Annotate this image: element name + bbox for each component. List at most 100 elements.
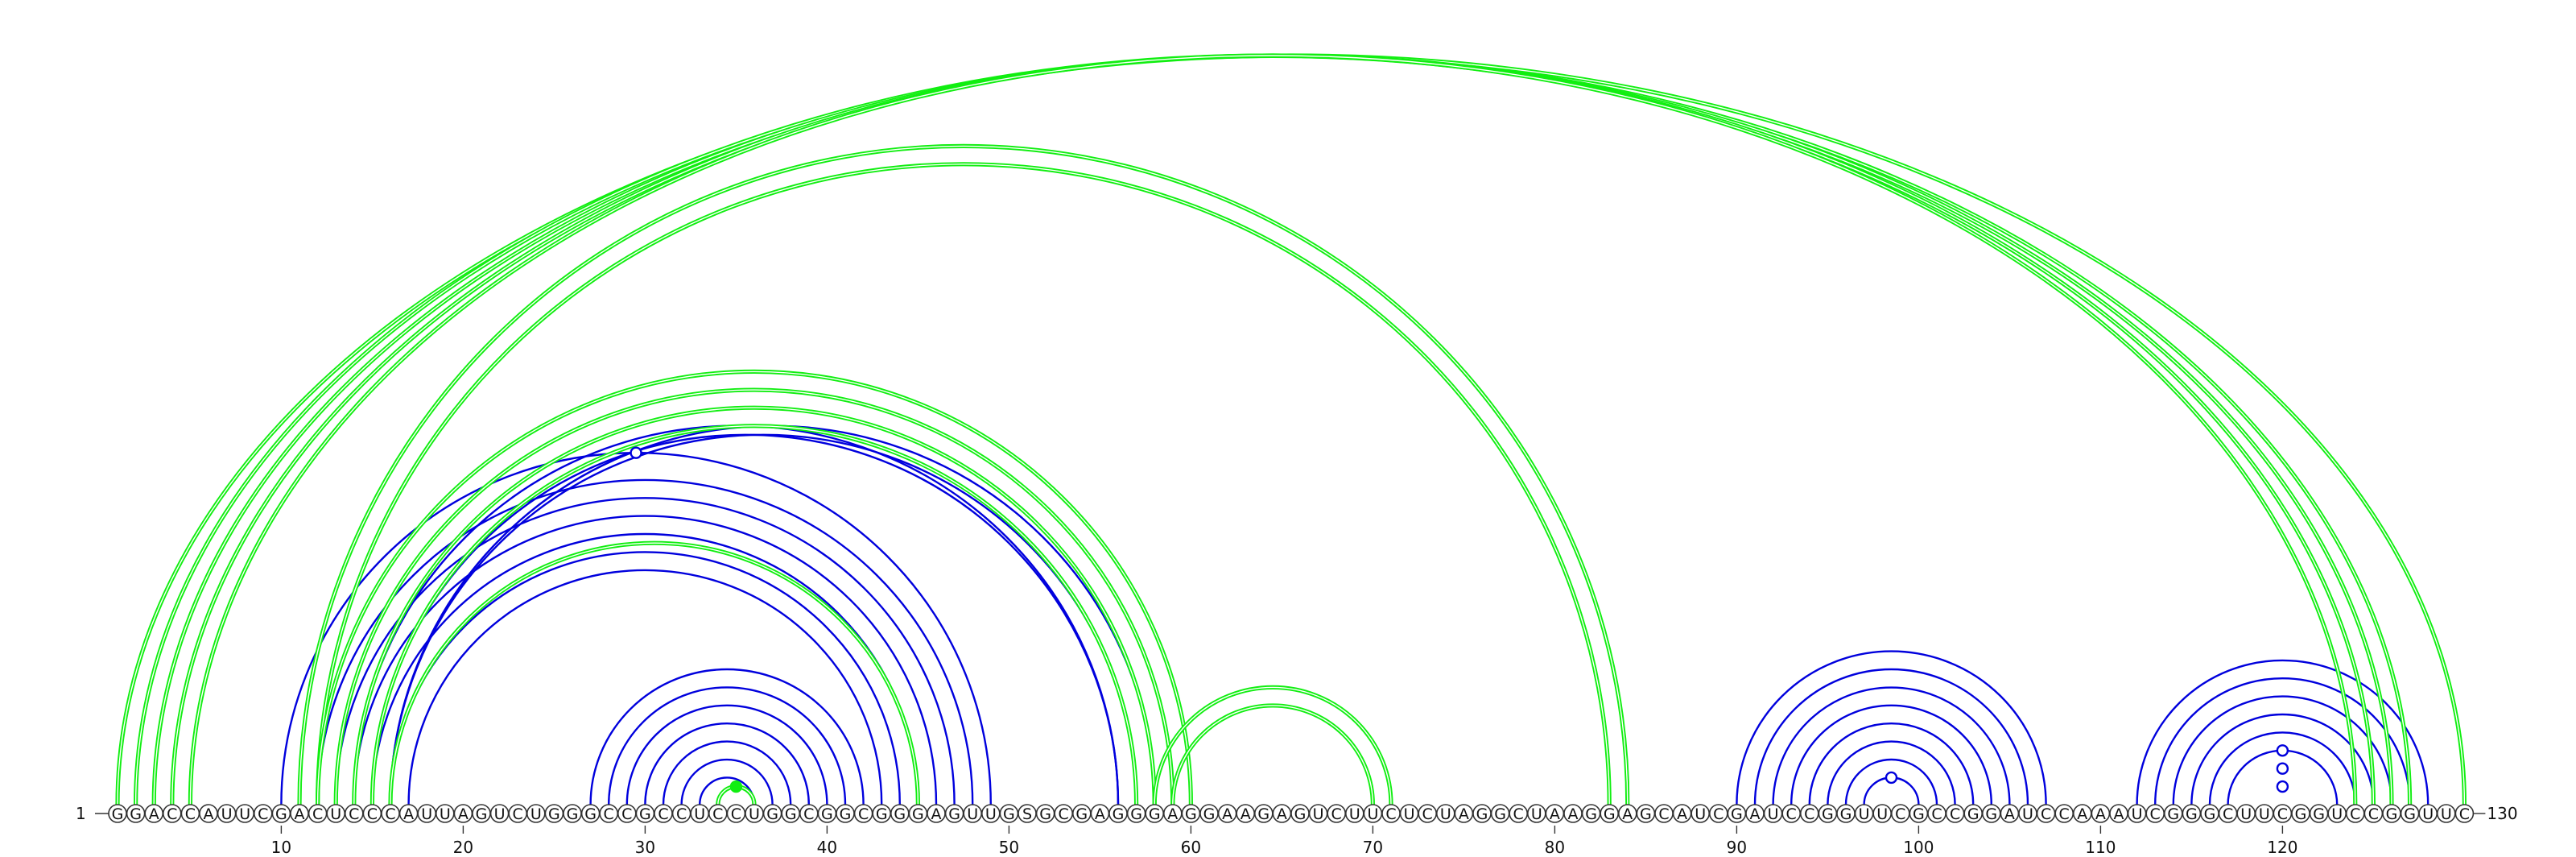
arc-marker-118-122 [2276,762,2289,775]
nucleotide-letter: C [731,805,741,823]
nucleotide-75: A [1454,804,1474,823]
nucleotide-letter: U [985,805,997,823]
nucleotide-128: U [2418,804,2438,823]
nucleotide-78: C [1509,804,1528,823]
nucleotide-letter: C [621,805,632,823]
nucleotide-2: G [126,804,146,823]
blue-arc-116-124 [2208,731,2356,805]
nucleotide-letter: A [2004,805,2015,823]
green-arc-gap-12-60 [316,371,1192,805]
nucleotide-95: G [1818,804,1838,823]
nucleotide-26: G [563,804,582,823]
nucleotide-letter: C [1513,805,1524,823]
nucleotide-letter: U [530,805,542,823]
nucleotide-letter: G [821,805,833,823]
nucleotide-letter: G [1840,805,1852,823]
nucleotide-letter: C [1422,805,1433,823]
nucleotide-114: G [2164,804,2183,823]
nucleotide-46: A [927,804,946,823]
nucleotide-51: S [1018,804,1037,823]
nucleotide-letter: U [967,805,978,823]
nucleotide-35: C [726,804,746,823]
axis-layer: 1 130 [76,804,2518,823]
nucleotide-115: G [2182,804,2202,823]
nucleotide-96: G [1836,804,1856,823]
nucleotide-124: C [2346,804,2365,823]
nucleotide-letter: G [1913,805,1925,823]
nucleotide-letter: U [330,805,341,823]
nucleotide-50: G [999,804,1019,823]
nucleotide-letter: G [1185,805,1197,823]
nucleotide-8: U [235,804,255,823]
nucleotide-29: C [617,804,637,823]
nucleotide-3: A [144,804,163,823]
tick-label-50: 50 [999,838,1019,857]
nucleotide-101: C [1927,804,1946,823]
nucleotide-90: G [1727,804,1747,823]
nucleotide-letter: G [2313,805,2325,823]
tick-label-100: 100 [1903,838,1934,857]
nucleotide-letter: G [1039,805,1051,823]
nucleotide-93: C [1781,804,1801,823]
nucleotide-letter: G [584,805,597,823]
nucleotide-39: C [799,804,819,823]
nucleotide-102: C [1945,804,1965,823]
nucleotide-letter: G [2404,805,2416,823]
tick-label-110: 110 [2085,838,2116,857]
nucleotide-1: G [108,804,127,823]
nucleotide-letter: C [513,805,523,823]
blue-arc-113-127 [2154,677,2411,805]
nucleotide-76: G [1472,804,1492,823]
nucleotide-63: A [1236,804,1255,823]
nucleotide-letter: A [2095,805,2106,823]
nucleotide-letter: A [1568,805,1579,823]
nucleotide-56: G [1108,804,1128,823]
nucleotide-7: U [217,804,237,823]
nucleotide-letter: C [2350,805,2360,823]
nucleotide-97: U [1854,804,1874,823]
arc-marker-119-121 [2276,780,2289,793]
nucleotide-letter: A [295,805,305,823]
nucleotide-circle [2454,804,2475,823]
nucleotide-letter: C [1385,805,1396,823]
nucleotide-letter: C [1331,805,1342,823]
nucleotide-62: A [1217,804,1237,823]
nucleotide-105: A [2000,804,2020,823]
markers-layer [630,446,2289,793]
nucleotide-32: C [671,804,691,823]
nucleotide-letter: G [1967,805,1979,823]
nucleotide-80: A [1545,804,1565,823]
nucleotide-letter: U [1768,805,1779,823]
nucleotide-118: U [2236,804,2256,823]
nucleotide-letter: A [2077,805,2087,823]
nucleotide-45: G [908,804,928,823]
nucleotide-letter: A [1222,805,1232,823]
nucleotide-letter: U [1349,805,1360,823]
nucleotide-104: G [1982,804,2001,823]
nucleotide-letter: G [2204,805,2216,823]
blue-arc-13-47 [335,497,956,805]
nucleotide-70: U [1363,804,1383,823]
green-arc-gap-13-59 [335,389,1174,805]
nucleotide-107: C [2036,804,2056,823]
green-arc-59-70 [1170,703,1375,805]
nucleotide-48: U [963,804,982,823]
nucleotide-30: G [635,804,655,823]
nucleotide-letter: S [1022,805,1032,823]
blue-arc-27-42 [589,668,865,805]
nucleotide-11: A [290,804,309,823]
nucleotide-letter: C [349,805,359,823]
nucleotide-letter: C [258,805,268,823]
nucleotide-letter: C [1895,805,1905,823]
nucleotide-82: G [1581,804,1601,823]
nucleotide-letter: C [385,805,395,823]
nucleotide-22: U [489,804,510,823]
nucleotide-letter: C [676,805,687,823]
nucleotide-18: U [417,804,437,823]
nucleotide-37: G [762,804,782,823]
nucleotide-letter: G [1130,805,1142,823]
nucleotide-letter: G [766,805,778,823]
nucleotide-letter: G [2295,805,2307,823]
green-arc-1-130 [115,53,2467,805]
